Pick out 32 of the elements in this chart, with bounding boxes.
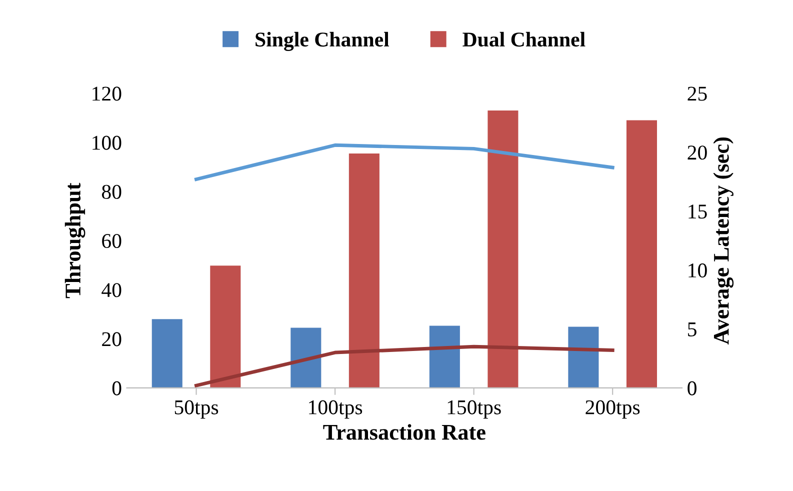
line-series	[194, 344, 614, 388]
y-tick-label: 80	[102, 184, 122, 199]
line-series	[194, 143, 614, 182]
y2-tick-label: 20	[688, 146, 707, 160]
x-tick-label: 150tps	[448, 400, 501, 419]
legend-label: Dual Channel	[462, 32, 586, 47]
x-tick-label: 50tps	[174, 400, 218, 419]
y-tick-label: 100	[92, 136, 122, 150]
y-tick-label: 120	[92, 86, 122, 101]
bar	[488, 110, 518, 388]
y-tick-label: 40	[102, 283, 122, 298]
y2-tick-label: 10	[688, 263, 707, 278]
y2-tick-label: 5	[688, 322, 696, 336]
bar	[626, 120, 657, 388]
bar	[210, 266, 241, 388]
x-axis-title: Transaction Rate	[323, 424, 486, 440]
y-tick-label: 60	[102, 234, 122, 248]
bar	[152, 319, 182, 388]
y2-tick-label: 25	[688, 86, 707, 101]
legend-label: Single Channel	[256, 32, 390, 51]
bar	[290, 328, 322, 388]
x-tick-label: 100tps	[309, 400, 362, 419]
y-tick-label: 20	[102, 332, 122, 346]
y-axis-title: Throughput	[64, 182, 86, 298]
bar	[429, 326, 460, 388]
x-tick-label: 200tps	[586, 400, 640, 419]
y2-tick-label: 0	[688, 381, 696, 396]
y2-axis-title: Average Latency (sec)	[713, 137, 734, 344]
y-tick-label: 0	[112, 381, 122, 396]
y2-tick-label: 15	[688, 204, 707, 219]
bar	[348, 153, 380, 388]
bar	[568, 326, 599, 388]
